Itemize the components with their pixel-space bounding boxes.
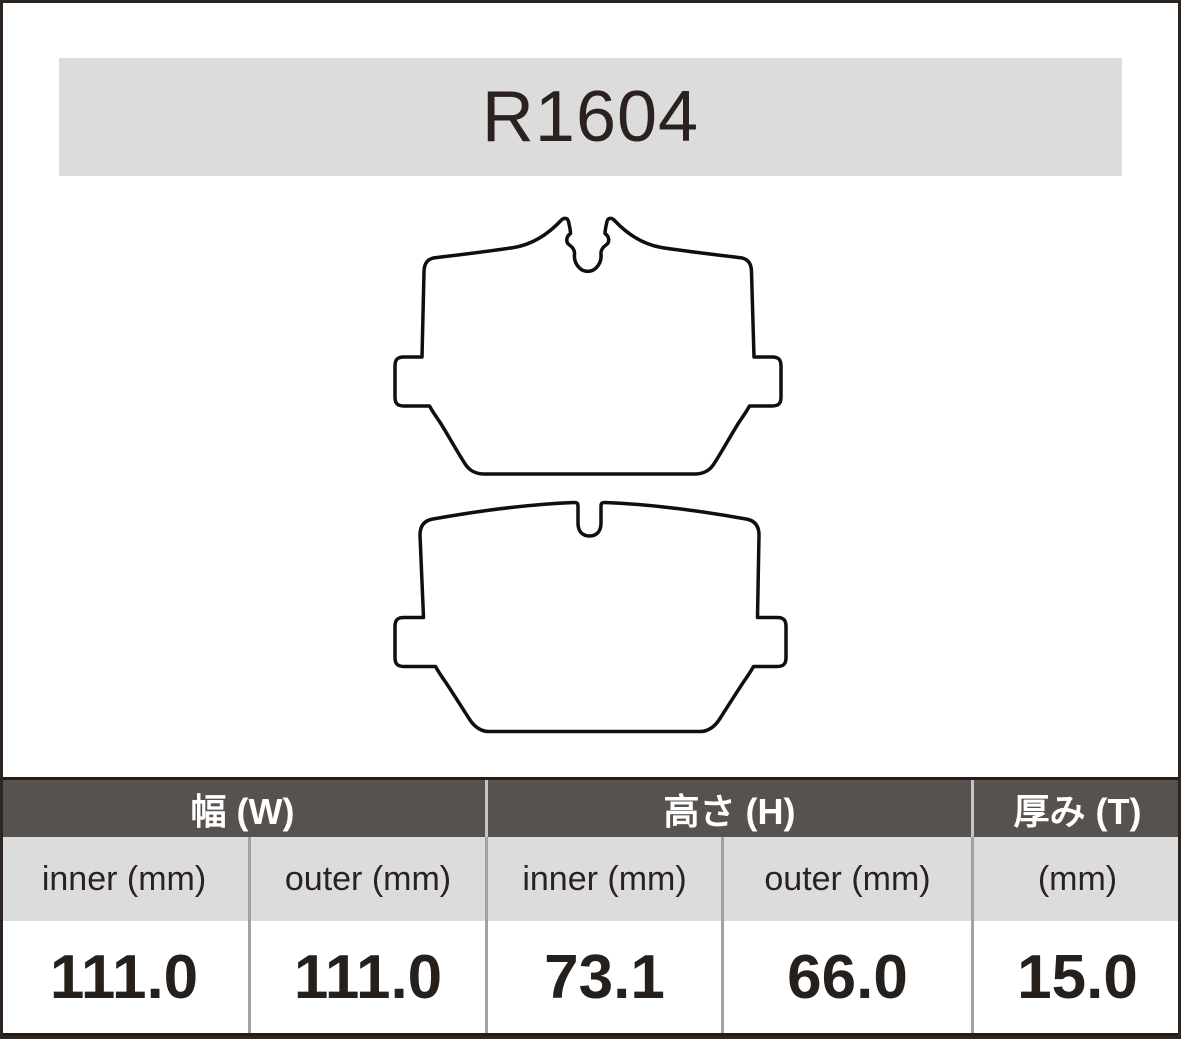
subheader-thickness-mm: (mm) [971, 837, 1178, 921]
value-height-inner: 73.1 [485, 921, 721, 1033]
value-thickness: 15.0 [971, 921, 1178, 1033]
dimensions-table: 幅 (W) 高さ (H) 厚み (T) inner (mm) outer (mm… [3, 777, 1178, 1036]
value-height-outer: 66.0 [721, 921, 971, 1033]
group-header-width: 幅 (W) [3, 780, 485, 837]
part-number-banner: R1604 [59, 58, 1122, 176]
part-number: R1604 [481, 77, 700, 157]
outer-pad-outline [393, 500, 788, 734]
subheader-height-outer: outer (mm) [721, 837, 971, 921]
group-header-height: 高さ (H) [485, 780, 971, 837]
subheader-width-inner: inner (mm) [3, 837, 248, 921]
subheader-width-outer: outer (mm) [248, 837, 485, 921]
subheader-height-inner: inner (mm) [485, 837, 721, 921]
value-width-outer: 111.0 [248, 921, 485, 1033]
value-width-inner: 111.0 [3, 921, 248, 1033]
group-header-thickness: 厚み (T) [971, 780, 1178, 837]
inner-pad-outline [393, 216, 783, 476]
